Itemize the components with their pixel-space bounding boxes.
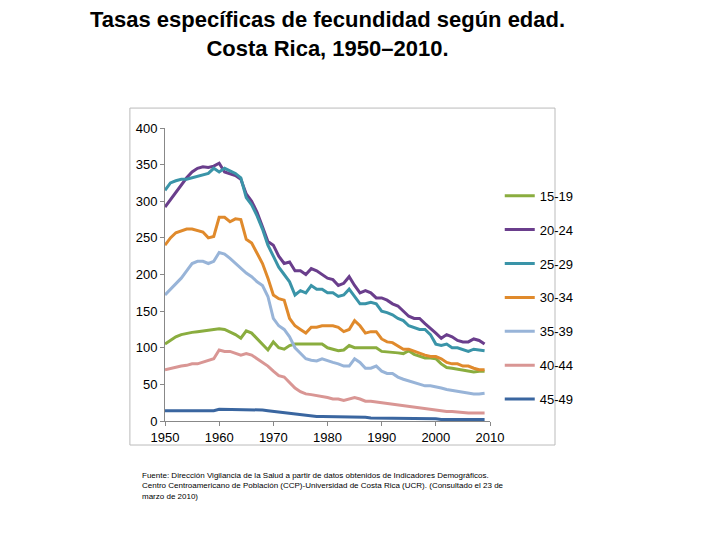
svg-text:Fuente: Dirección Vigilancia d: Fuente: Dirección Vigilancia de la Salud… (142, 471, 504, 501)
svg-text:45-49: 45-49 (540, 392, 573, 407)
svg-text:15-19: 15-19 (540, 189, 573, 204)
svg-text:1970: 1970 (259, 430, 288, 445)
svg-text:Tasas específicas de fecundida: Tasas específicas de fecundidad según ed… (90, 7, 565, 61)
svg-text:1980: 1980 (313, 430, 342, 445)
svg-text:2010: 2010 (476, 430, 505, 445)
svg-text:300: 300 (136, 194, 158, 209)
svg-text:20-24: 20-24 (540, 223, 573, 238)
svg-text:25-29: 25-29 (540, 257, 573, 272)
svg-text:150: 150 (136, 304, 158, 319)
svg-text:2000: 2000 (421, 430, 450, 445)
svg-text:350: 350 (136, 157, 158, 172)
svg-text:50: 50 (143, 377, 157, 392)
svg-text:1990: 1990 (367, 430, 396, 445)
svg-text:0: 0 (150, 414, 157, 429)
svg-text:30-34: 30-34 (540, 290, 573, 305)
svg-text:100: 100 (136, 340, 158, 355)
svg-text:250: 250 (136, 230, 158, 245)
svg-text:35-39: 35-39 (540, 324, 573, 339)
svg-text:400: 400 (136, 121, 158, 136)
svg-text:1960: 1960 (205, 430, 234, 445)
svg-text:1950: 1950 (151, 430, 180, 445)
svg-text:200: 200 (136, 267, 158, 282)
svg-text:40-44: 40-44 (540, 358, 573, 373)
